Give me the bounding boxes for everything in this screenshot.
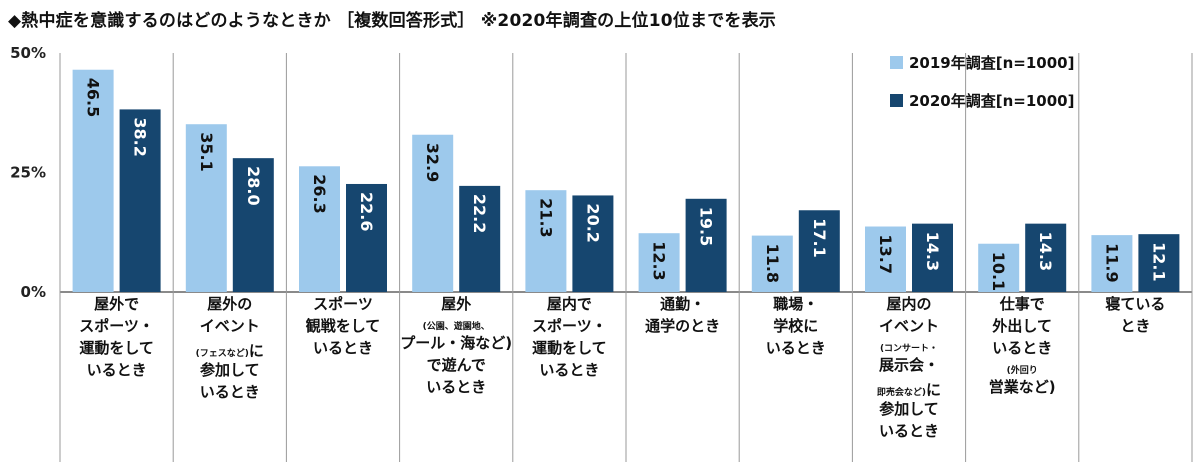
data-label: 21.3 <box>536 198 555 237</box>
data-label: 10.1 <box>989 252 1008 291</box>
data-label: 14.3 <box>1036 232 1055 271</box>
category-label: イベント <box>200 317 260 335</box>
legend-swatch-2020 <box>890 94 903 107</box>
bar-2020 <box>1138 234 1180 292</box>
data-label: 22.6 <box>357 192 376 231</box>
category-label: 屋内の <box>886 295 931 313</box>
category-label: 外出して <box>991 317 1052 335</box>
bar-2020 <box>346 183 387 292</box>
bar-2020 <box>1025 223 1067 292</box>
category-label: 屋外の <box>207 295 252 313</box>
category-label: 職場・ <box>773 295 818 313</box>
category-label: 学校に <box>773 317 818 335</box>
category-label: (フェスなど)に <box>196 342 264 360</box>
data-label: 22.2 <box>470 194 489 233</box>
data-label: 38.2 <box>131 117 150 156</box>
data-label: 12.1 <box>1149 242 1168 281</box>
bar-2020 <box>459 185 501 292</box>
category-label: (コンサート・ <box>880 343 938 354</box>
legend-label-2020: 2020年調査[n=1000] <box>909 92 1074 110</box>
bar-2020 <box>912 223 953 292</box>
bar-2019 <box>412 134 454 292</box>
category-label: (外回り <box>1007 364 1038 376</box>
category-label: 参加して <box>879 400 939 418</box>
category-label: いるとき <box>87 361 147 379</box>
category-label: 展示会・ <box>879 356 939 374</box>
bar-2019 <box>638 233 680 292</box>
category-label: 運動をして <box>532 339 607 357</box>
category-label: イベント <box>879 317 939 335</box>
category-label: いるとき <box>992 339 1052 357</box>
bar-2019 <box>525 190 567 292</box>
category-label: スポーツ・ <box>79 317 154 335</box>
data-label: 46.5 <box>84 78 103 117</box>
data-label: 19.5 <box>697 207 716 246</box>
category-label: いるとき <box>313 339 373 357</box>
bar-2019 <box>751 235 793 292</box>
y-tick-label: 0% <box>21 283 46 301</box>
category-label: いるとき <box>539 361 599 379</box>
bar-2019 <box>1091 235 1133 292</box>
category-label: 通勤・ <box>660 295 705 313</box>
category-label: スポーツ・ <box>532 317 607 335</box>
bar-2020 <box>572 195 614 292</box>
data-label: 11.8 <box>763 244 782 283</box>
data-label: 13.7 <box>876 235 895 274</box>
data-label: 26.3 <box>310 174 329 213</box>
bar-2020 <box>798 210 840 292</box>
category-label: 屋外 <box>441 295 471 313</box>
bar-2020 <box>232 158 274 292</box>
category-label: スポーツ <box>313 295 373 313</box>
category-label: 屋外で <box>94 295 139 313</box>
bar-2020 <box>119 109 161 293</box>
bar-2019 <box>978 243 1020 292</box>
category-label: 運動をして <box>79 339 154 357</box>
bar-2019 <box>299 166 340 292</box>
category-label: いるとき <box>426 378 486 396</box>
y-tick-label: 25% <box>10 164 46 182</box>
category-label: プール・海など) <box>400 334 512 352</box>
data-label: 14.3 <box>923 232 942 271</box>
data-label: 17.1 <box>810 218 829 257</box>
category-label: 営業など) <box>989 378 1056 396</box>
bar-2020 <box>685 198 727 292</box>
data-label: 12.3 <box>650 241 669 280</box>
category-label: 観戦をして <box>306 317 381 335</box>
legend-label-2019: 2019年調査[n=1000] <box>909 54 1074 72</box>
data-label: 35.1 <box>197 132 216 171</box>
category-label: 屋内で <box>547 295 592 313</box>
category-label: いるとき <box>200 383 260 401</box>
bar-2019 <box>185 124 227 292</box>
legend-swatch-2019 <box>890 56 903 69</box>
data-label: 32.9 <box>423 143 442 182</box>
category-label: 寝ている <box>1105 295 1165 313</box>
category-label: (公園、遊園地、 <box>423 320 490 332</box>
data-label: 11.9 <box>1102 243 1121 282</box>
bar-2019 <box>72 69 114 292</box>
category-label: いるとき <box>879 422 939 440</box>
category-label: 仕事で <box>999 295 1045 313</box>
category-label: 通学のとき <box>645 317 720 335</box>
data-label: 20.2 <box>583 203 602 242</box>
category-label: いるとき <box>766 339 826 357</box>
chart-title: ◆熱中症を意識するのはどのようなときか ［複数回答形式］ ※2020年調査の上位… <box>8 11 777 31</box>
category-label: 即売会など)に <box>877 381 941 399</box>
data-label: 28.0 <box>244 166 263 205</box>
category-label: とき <box>1120 317 1150 335</box>
y-tick-label: 50% <box>10 44 46 62</box>
category-label: で遊んで <box>427 356 486 374</box>
category-label: 参加して <box>200 361 260 379</box>
bar-2019 <box>865 226 906 292</box>
